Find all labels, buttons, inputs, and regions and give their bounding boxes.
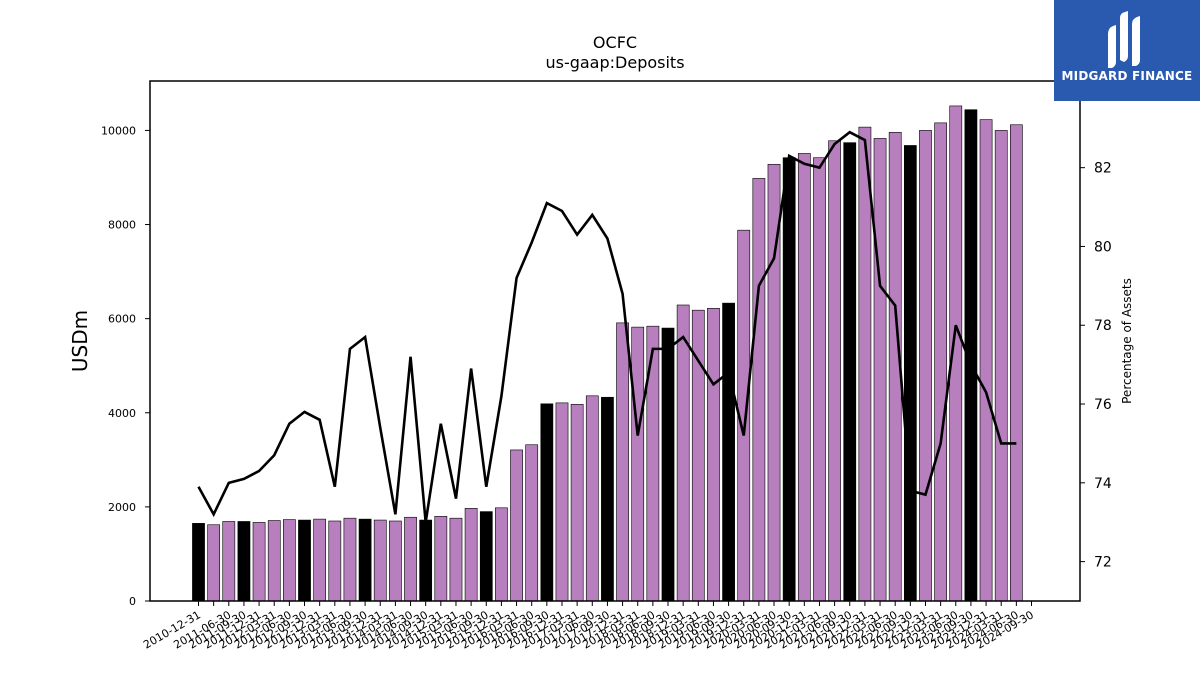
bar-2016-06-30 <box>525 444 539 602</box>
bar-2018-09-30 <box>661 327 675 602</box>
bar-2018-03-31 <box>631 326 645 602</box>
y-axis-label-left: USDm <box>68 310 92 372</box>
bar-2012-09-30 <box>298 519 311 602</box>
bar-2015-12-31 <box>495 507 508 602</box>
plot-frame <box>149 80 1081 602</box>
bar-2011-12-31 <box>252 522 266 602</box>
bar-2012-06-30 <box>283 519 296 602</box>
bar-2018-12-31 <box>676 304 690 602</box>
bar-2010-12-31 <box>192 523 205 602</box>
bar-2013-06-30 <box>343 517 357 602</box>
bar-2013-03-31 <box>328 520 342 602</box>
bar-2019-06-30 <box>707 307 720 602</box>
bar-2014-06-30 <box>404 516 417 602</box>
bar-2011-09-30 <box>237 521 251 602</box>
bar-2011-06-30 <box>222 521 236 602</box>
bar-2017-09-30 <box>601 396 614 602</box>
bar-2012-03-31 <box>267 520 281 602</box>
y-tick-label-right: 80 <box>1094 239 1112 255</box>
y-axis-label-right: Percentage of Assets <box>1120 278 1134 404</box>
y-tick-label-left: 4000 <box>108 407 136 420</box>
line-group <box>197 130 1017 523</box>
bar-2015-03-31 <box>449 517 463 602</box>
bar-2020-12-31 <box>797 153 811 602</box>
bar-2016-12-31 <box>555 402 569 602</box>
y-tick-label-right: 78 <box>1094 318 1112 334</box>
bar-2014-12-31 <box>434 515 448 602</box>
chart-title: OCFC <box>593 33 637 52</box>
bar-2019-09-30 <box>722 302 735 602</box>
y-tick-label-left: 8000 <box>108 219 136 232</box>
bar-2020-03-31 <box>752 178 766 602</box>
bar-2017-03-31 <box>570 403 584 602</box>
bar-2015-06-30 <box>464 507 478 602</box>
bar-2021-09-30 <box>843 142 857 602</box>
bar-2023-12-31 <box>979 119 993 602</box>
bar-2016-03-31 <box>510 449 523 602</box>
bar-2024-03-31 <box>994 130 1008 602</box>
axes-group: 02000400060008000100007274767880822010-1… <box>101 80 1112 652</box>
y-tick-label-left: 2000 <box>108 501 136 514</box>
y-tick-label-left: 0 <box>129 595 136 608</box>
bar-2024-06-30 <box>1009 124 1023 602</box>
bar-2013-12-31 <box>373 519 387 602</box>
midgard-logo: MIDGARD FINANCE <box>1054 0 1200 101</box>
bar-2021-06-30 <box>828 140 841 602</box>
bar-2022-03-31 <box>873 138 887 602</box>
bar-2017-12-31 <box>616 322 629 602</box>
y-tick-label-left: 10000 <box>101 124 136 137</box>
bar-2020-09-30 <box>782 157 796 602</box>
bar-2017-06-30 <box>585 395 599 602</box>
chart-subtitle: us-gaap:Deposits <box>545 53 684 72</box>
logo-text: MIDGARD FINANCE <box>1061 69 1193 83</box>
bar-2015-09-30 <box>479 511 493 602</box>
bar-2014-03-31 <box>389 520 402 602</box>
bar-2012-12-31 <box>313 518 327 602</box>
y-tick-label-left: 6000 <box>108 313 136 326</box>
y-tick-label-right: 74 <box>1094 476 1112 492</box>
bar-2023-03-31 <box>934 122 947 602</box>
bar-2014-09-30 <box>419 519 433 602</box>
midgard-logo-icon <box>1108 11 1140 68</box>
y-tick-label-right: 82 <box>1094 161 1112 177</box>
y-tick-label-right: 76 <box>1094 397 1112 413</box>
bar-2022-12-31 <box>919 130 932 602</box>
series-line-percentage-of-assets <box>197 130 1017 523</box>
bar-2011-03-31 <box>207 524 221 602</box>
bar-2016-09-30 <box>540 403 554 602</box>
bar-2021-03-31 <box>813 157 826 602</box>
bar-2022-09-30 <box>903 145 917 602</box>
bar-2021-12-31 <box>858 126 872 602</box>
bar-2013-09-30 <box>358 518 372 602</box>
y-tick-label-right: 72 <box>1094 555 1112 571</box>
